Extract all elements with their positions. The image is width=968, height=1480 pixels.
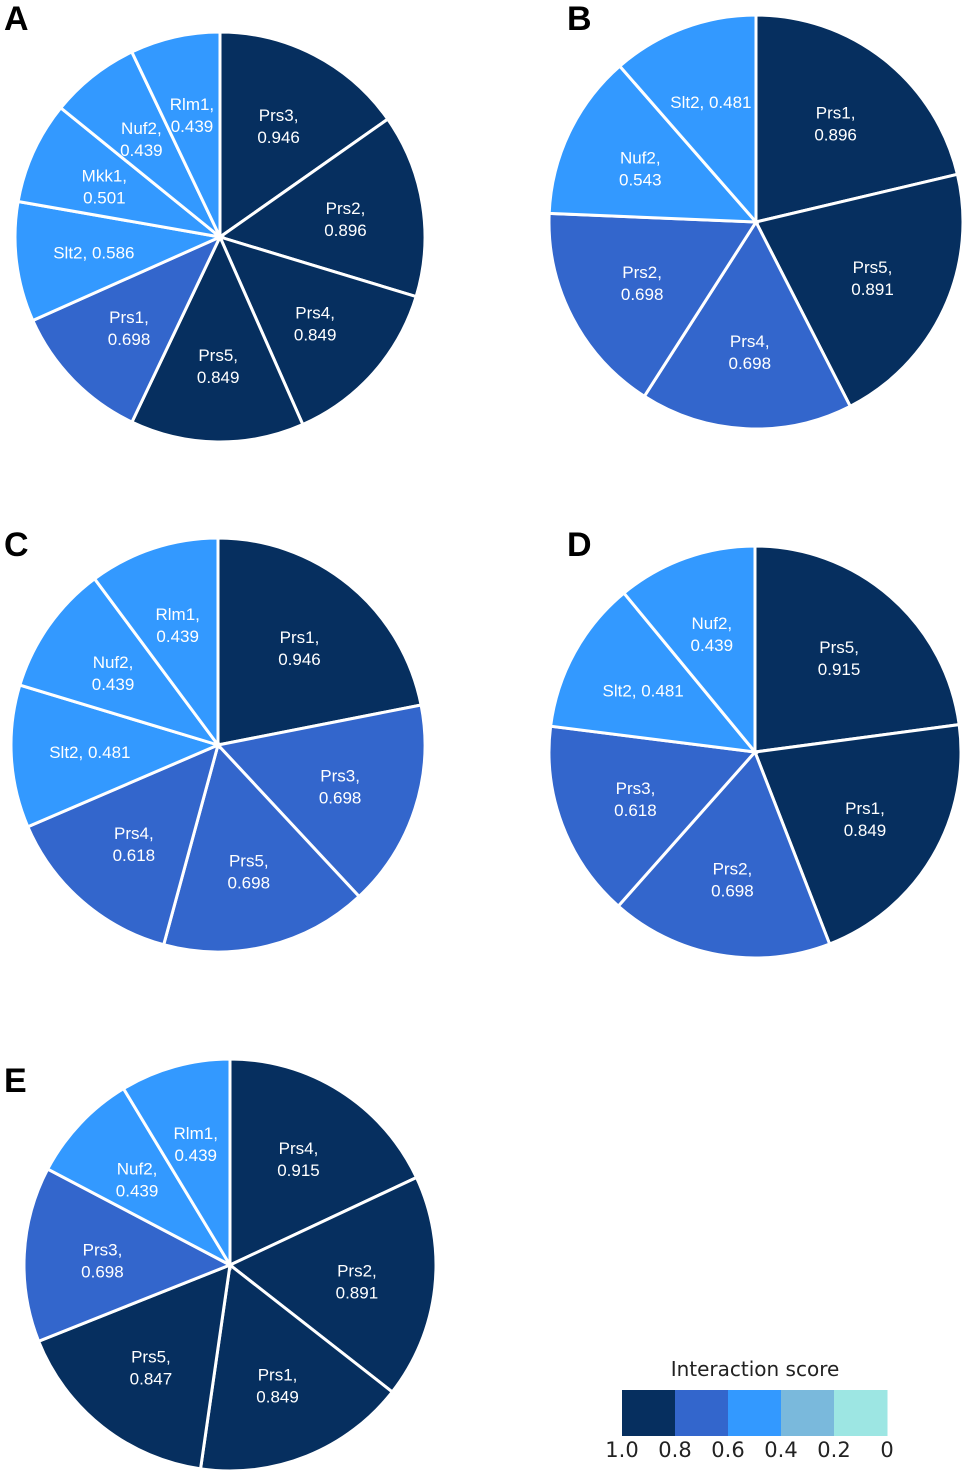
pie-slice-A-prs4 [217, 234, 419, 427]
pie-slice-E-prs2 [227, 1175, 438, 1395]
legend-tick-3: 0.4 [764, 1438, 797, 1462]
pie-slice-C-prs1 [216, 536, 423, 747]
slice-label-A-rlm1: Rlm1, 0.439 [170, 95, 214, 136]
pie-slice-A-slt2 [13, 199, 226, 323]
panel-letter-B: B [567, 0, 592, 38]
pie-slice-B-prs2 [547, 211, 759, 399]
legend-swatch-0 [622, 1390, 676, 1436]
pie-slice-E-prs1 [198, 1262, 395, 1473]
slice-label-A-nuf2: Nuf2, 0.439 [120, 119, 163, 160]
pie-slice-D-prs5 [753, 544, 961, 754]
pie-slice-B-slt2 [617, 13, 758, 226]
pie-slice-C-prs5 [161, 742, 362, 954]
pie-slice-D-nuf2 [621, 544, 757, 757]
legend-title: Interaction score [671, 1357, 840, 1381]
legend-swatch-2 [728, 1390, 782, 1436]
slice-label-C-prs1: Prs1, 0.946 [278, 628, 321, 669]
slice-label-D-slt2: Slt2, 0.481 [602, 681, 683, 700]
pie-slice-A-prs3 [218, 30, 390, 240]
pie-slice-E-rlm1 [121, 1057, 232, 1271]
pie-slice-E-nuf2 [45, 1086, 235, 1269]
pie-slice-D-prs3 [547, 724, 759, 909]
pie-slice-D-prs2 [616, 749, 832, 960]
slice-label-C-slt2: Slt2, 0.481 [49, 743, 130, 762]
pie-slice-D-prs1 [752, 722, 963, 946]
slice-label-C-prs3: Prs3, 0.698 [319, 767, 362, 808]
pie-slice-B-prs1 [754, 13, 960, 224]
slice-label-A-prs4: Prs4, 0.849 [294, 303, 337, 344]
pie-slice-C-prs4 [25, 742, 221, 947]
slice-label-B-prs2: Prs2, 0.698 [621, 263, 664, 304]
legend-tick-1: 0.8 [658, 1438, 691, 1462]
pie-slice-E-prs5 [36, 1262, 232, 1471]
legend-tick-0: 1.0 [605, 1438, 638, 1462]
slice-label-B-slt2: Slt2, 0.481 [670, 93, 751, 112]
slice-label-E-prs4: Prs4, 0.915 [277, 1139, 320, 1180]
pie-slice-A-prs1 [30, 233, 224, 425]
slice-label-A-prs3: Prs3, 0.946 [257, 106, 300, 147]
slice-label-D-prs3: Prs3, 0.618 [614, 779, 657, 820]
pie-slice-A-prs5 [129, 233, 305, 444]
legend-tick-4: 0.2 [817, 1438, 850, 1462]
pie-slice-B-prs4 [642, 218, 853, 431]
pie-slice-E-prs3 [22, 1167, 234, 1344]
legend-swatch-3 [781, 1390, 835, 1436]
slice-label-B-prs4: Prs4, 0.698 [728, 332, 771, 373]
slice-label-D-nuf2: Nuf2, 0.439 [691, 614, 734, 655]
pie-slice-B-prs5 [753, 172, 965, 409]
pie-slice-B-nuf2 [547, 64, 760, 224]
panel-letter-A: A [4, 0, 29, 38]
slice-label-E-prs1: Prs1, 0.849 [256, 1366, 299, 1407]
slice-label-A-prs1: Prs1, 0.698 [108, 308, 151, 349]
pie-slice-A-rlm1 [129, 30, 222, 238]
panel-letter-D: D [567, 526, 592, 564]
slice-label-E-prs2: Prs2, 0.891 [336, 1261, 379, 1302]
slice-label-E-rlm1: Rlm1, 0.439 [174, 1124, 218, 1165]
slice-label-D-prs5: Prs5, 0.915 [818, 638, 861, 679]
legend-swatch-4 [834, 1390, 888, 1436]
slice-label-E-prs3: Prs3, 0.698 [81, 1240, 124, 1281]
slice-label-E-nuf2: Nuf2, 0.439 [116, 1159, 159, 1200]
legend-tick-2: 0.6 [711, 1438, 744, 1462]
slice-label-A-prs5: Prs5, 0.849 [197, 346, 240, 387]
pie-slice-D-slt2 [548, 590, 759, 754]
slice-label-B-prs1: Prs1, 0.896 [814, 103, 857, 144]
pie-slice-C-nuf2 [17, 576, 222, 748]
slice-label-D-prs2: Prs2, 0.698 [711, 860, 754, 901]
legend-tick-5: 0 [880, 1438, 893, 1462]
slice-label-C-prs5: Prs5, 0.698 [228, 852, 271, 893]
legend-swatch-1 [675, 1390, 729, 1436]
slice-label-B-nuf2: Nuf2, 0.543 [619, 149, 662, 190]
slice-label-C-nuf2: Nuf2, 0.439 [92, 653, 135, 694]
pie-slice-A-mkk1 [16, 105, 226, 240]
slice-label-A-prs2: Prs2, 0.896 [324, 199, 367, 240]
slice-label-C-rlm1: Rlm1, 0.439 [156, 605, 200, 646]
slice-label-A-slt2: Slt2, 0.586 [53, 244, 134, 263]
slice-label-A-mkk1: Mkk1, 0.501 [82, 166, 127, 207]
panel-letter-E: E [4, 1062, 27, 1100]
pie-slice-C-slt2 [9, 683, 223, 829]
pie-slice-E-prs4 [228, 1057, 419, 1268]
pie-slice-C-rlm1 [92, 536, 220, 750]
slice-label-B-prs5: Prs5, 0.891 [851, 258, 894, 299]
slice-label-D-prs1: Prs1, 0.849 [844, 799, 887, 840]
panel-letter-C: C [4, 526, 29, 564]
slice-label-C-prs4: Prs4, 0.618 [113, 824, 156, 865]
slice-label-E-prs5: Prs5, 0.847 [130, 1347, 173, 1388]
pie-slice-C-prs3 [215, 703, 427, 899]
